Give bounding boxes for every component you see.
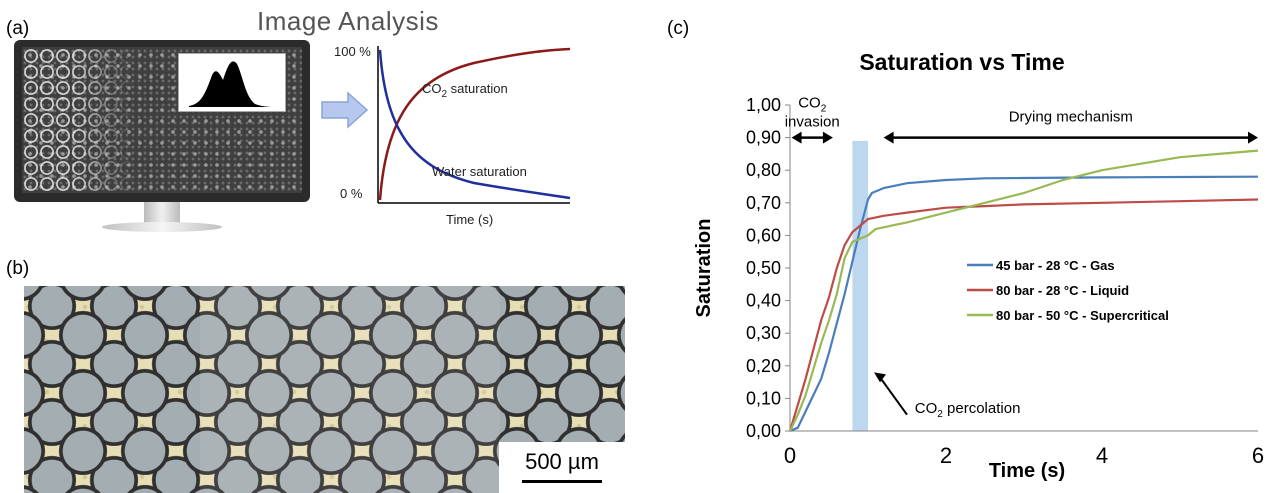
y-tick-label: 0,50: [746, 258, 781, 278]
y-tick-label: 0,80: [746, 160, 781, 180]
schematic-co2-curve: [378, 47, 571, 201]
y-tick-label: 0,60: [746, 225, 781, 245]
panel-label-a: (a): [6, 18, 30, 39]
legend-label-1: 45 bar - 28 °C - Gas: [996, 258, 1115, 273]
y-tick-label: 0,40: [746, 291, 781, 311]
block-arrow-icon: [321, 91, 369, 129]
drying-mechanism-arrow: [883, 131, 1258, 144]
percolation-pointer-shaft: [879, 376, 908, 416]
drying-mechanism-label: Drying mechanism: [1009, 109, 1133, 126]
series-line-2: [788, 198, 1259, 432]
percolation-pointer-head: [874, 372, 886, 383]
drying-mechanism-arrow-head-right: [1248, 131, 1258, 144]
x-tick-label: 2: [940, 443, 952, 468]
y-tick-label: 1,00: [746, 95, 781, 115]
monitor-neck: [144, 202, 180, 224]
percolation-band: [852, 140, 868, 432]
chart-title: Saturation vs Time: [859, 49, 1064, 75]
co2-invasion-arrow-head-left: [791, 131, 802, 144]
scale-bar-box: 500 µm: [499, 442, 625, 493]
y-tick-label: 0,30: [746, 323, 781, 343]
y-tick-label: 0,00: [746, 421, 781, 441]
image-analysis-title: Image Analysis: [257, 6, 439, 36]
y-axis-title: Saturation: [693, 219, 715, 318]
x-tick-label: 0: [784, 443, 796, 468]
x-tick-label: 6: [1252, 443, 1264, 468]
legend-label-2: 80 bar - 28 °C - Liquid: [996, 283, 1129, 298]
schematic-x-label: Time (s): [446, 212, 493, 227]
panel-label-b: (b): [6, 258, 30, 279]
histogram-inset: [178, 53, 286, 112]
scale-bar: [522, 480, 602, 483]
schematic-y-top-label: 100 %: [334, 44, 371, 59]
saturation-vs-time-chart: Saturation vs Time Saturation Time (s) 0…: [693, 49, 1264, 482]
co2-invasion-label-line2: invasion: [785, 114, 840, 131]
co2-invasion-arrow-head-right: [822, 131, 833, 144]
schematic-water-curve: [378, 49, 571, 200]
y-tick-label: 0,70: [746, 193, 781, 213]
co2-invasion-label-line1: CO2: [798, 95, 827, 115]
x-axis-title: Time (s): [989, 460, 1065, 482]
monitor-bezel: [14, 40, 310, 202]
y-tick-label: 0,20: [746, 356, 781, 376]
series-line-1: [789, 175, 1259, 433]
monitor-stand: [102, 222, 222, 232]
co2-invasion-arrow: [791, 131, 833, 144]
micromodel-micrograph: 500 µm: [24, 286, 625, 493]
histogram-shape: [189, 61, 277, 107]
schematic-y-bottom-label: 0 %: [340, 186, 363, 201]
series-line-3: [789, 149, 1259, 432]
drying-mechanism-arrow-head-left: [883, 131, 894, 144]
legend-label-3: 80 bar - 50 °C - Supercritical: [996, 308, 1169, 323]
co2-front-texture: [22, 47, 134, 193]
scale-bar-label: 500 µm: [525, 449, 599, 474]
schematic-co2-label: CO2 saturation: [422, 81, 508, 100]
co2-percolation-label: CO2 percolation: [915, 400, 1021, 420]
micrograph-stitch-region: [200, 286, 500, 493]
schematic-water-label: Water saturation: [432, 164, 527, 179]
x-tick-label: 4: [1096, 443, 1108, 468]
computer-monitor-illustration: [14, 40, 310, 238]
y-tick-label: 0,90: [746, 128, 781, 148]
y-tick-label: 0,10: [746, 388, 781, 408]
schematic-saturation-plot: 100 % 0 % CO2 saturation Water saturatio…: [334, 44, 571, 227]
micromodel-screen-image: [22, 47, 302, 193]
panel-label-c: (c): [667, 18, 690, 39]
